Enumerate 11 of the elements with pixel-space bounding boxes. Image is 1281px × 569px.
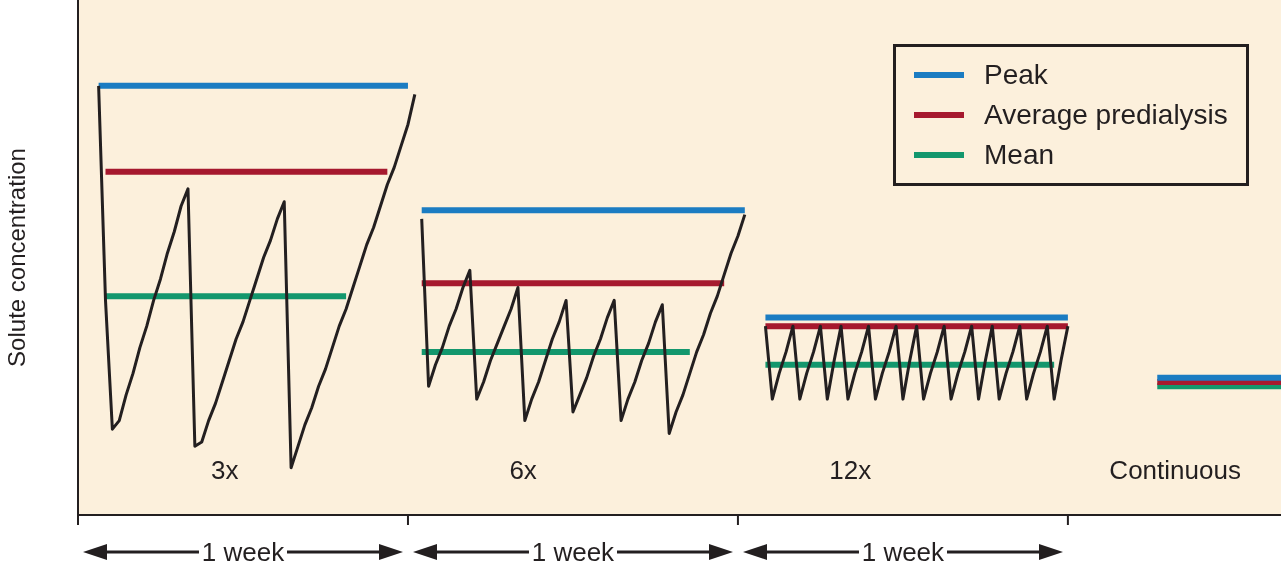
legend-label: Mean [984, 139, 1055, 171]
text: 1 week [200, 536, 286, 568]
legend-label: Peak [984, 59, 1048, 91]
y-axis-title: Solute concentration [3, 148, 31, 367]
annotation: 3x [211, 455, 239, 486]
annotation: 12x [829, 455, 872, 486]
text: 1 week [530, 536, 616, 568]
annotation: Continuous [1109, 455, 1241, 486]
annotation: 6x [509, 455, 537, 486]
text: 1 week [860, 536, 946, 568]
legend-label: Average predialysis [984, 99, 1228, 131]
